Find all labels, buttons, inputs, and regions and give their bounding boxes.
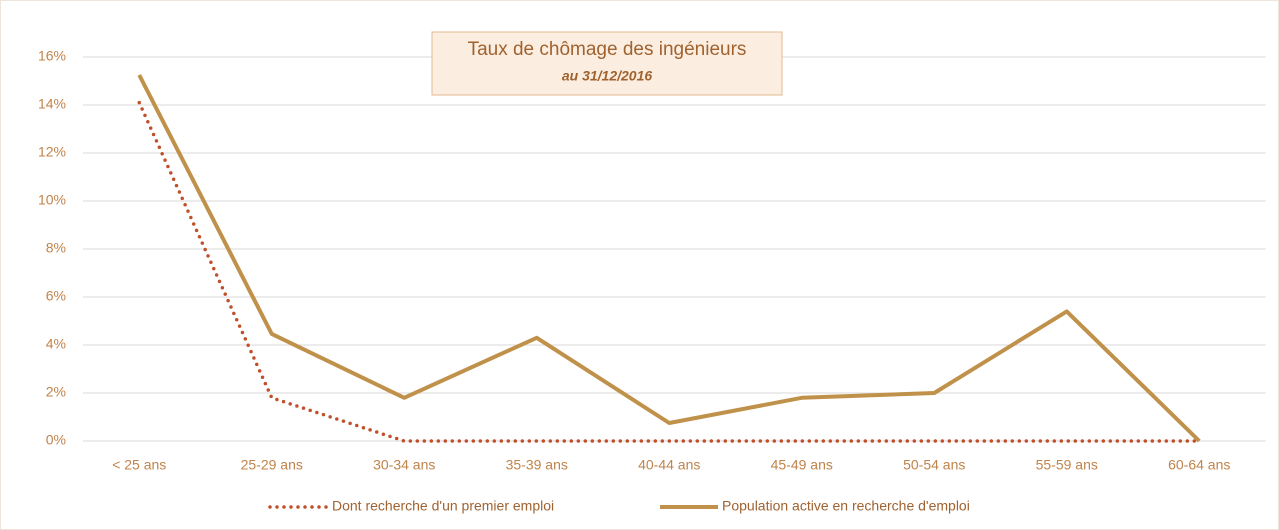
chart-title: Taux de chômage des ingénieurs <box>468 39 747 60</box>
y-tick-label: 4% <box>46 336 66 352</box>
legend-label: Dont recherche d'un premier emploi <box>332 498 554 514</box>
chart-subtitle: au 31/12/2016 <box>562 68 653 84</box>
x-tick-label: 35-39 ans <box>506 457 568 473</box>
title-box <box>431 31 783 96</box>
x-tick-label: 55-59 ans <box>1036 457 1098 473</box>
y-tick-label: 8% <box>46 240 66 256</box>
y-tick-label: 6% <box>46 288 66 304</box>
x-tick-label: 45-49 ans <box>771 457 833 473</box>
y-tick-label: 16% <box>38 48 66 64</box>
y-tick-label: 0% <box>46 432 66 448</box>
lines <box>137 74 1201 443</box>
x-tick-label: 50-54 ans <box>903 457 965 473</box>
x-tick-label: 40-44 ans <box>638 457 700 473</box>
y-tick-label: 10% <box>38 192 66 208</box>
x-tick-label: < 25 ans <box>112 457 166 473</box>
y-tick-label: 2% <box>46 384 66 400</box>
x-tick-label: 25-29 ans <box>241 457 303 473</box>
legend-label: Population active en recherche d'emploi <box>722 498 970 514</box>
x-tick-label: 30-34 ans <box>373 457 435 473</box>
y-tick-label: 12% <box>38 144 66 160</box>
series-line <box>137 74 1201 443</box>
y-tick-label: 14% <box>38 96 66 112</box>
x-tick-label: 60-64 ans <box>1168 457 1230 473</box>
series-line <box>137 100 1201 443</box>
